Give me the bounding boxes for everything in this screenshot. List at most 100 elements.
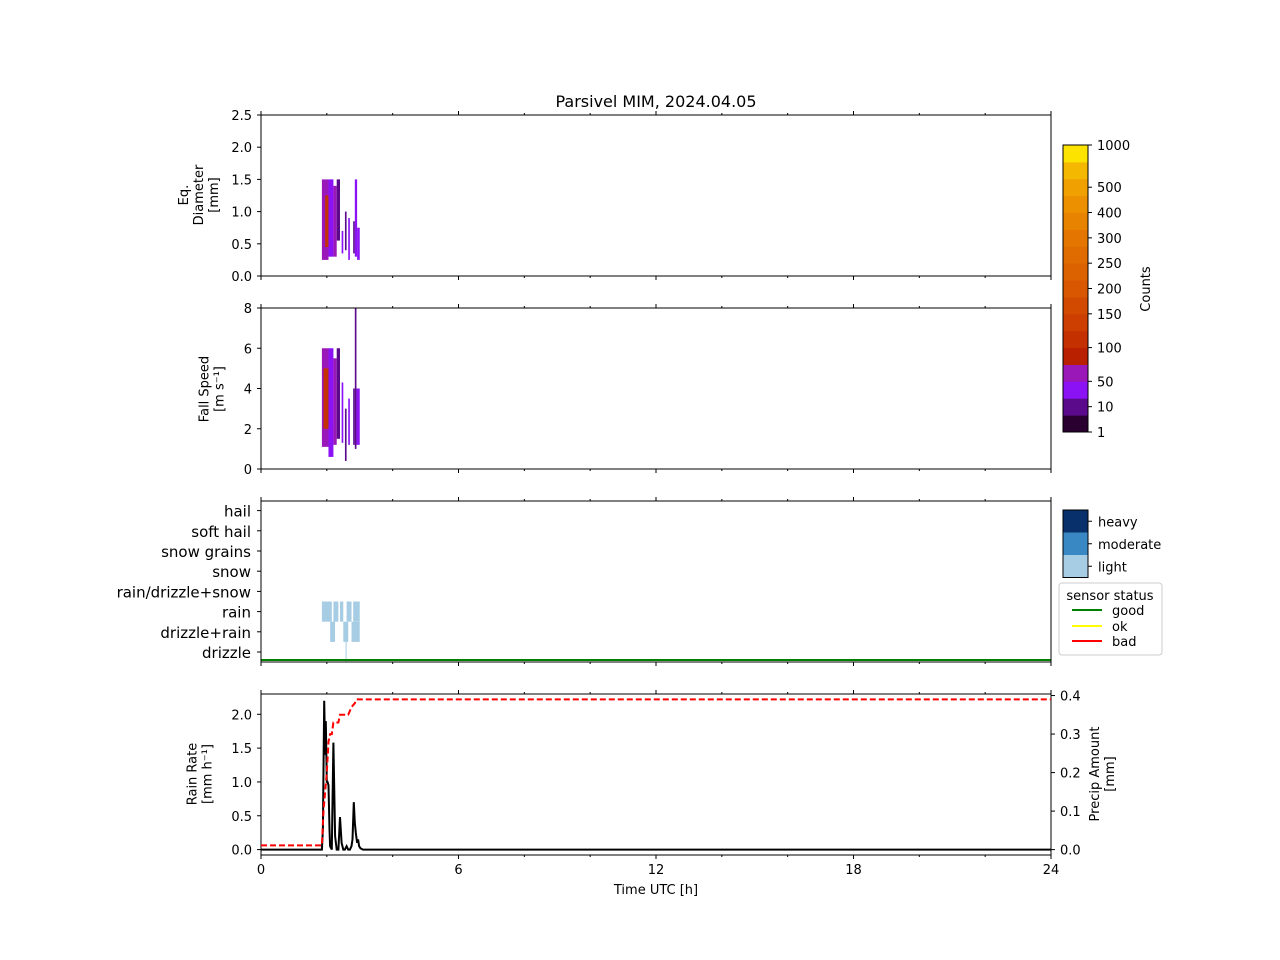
x-tick-label: 18 [845,863,862,878]
diameter-heatmap-cell [325,195,329,248]
rain-y-label: Rain Rate[mm h⁻¹] [186,743,216,806]
rain-y-tick-label: 0.0 [231,844,252,859]
weather-cell [346,601,352,622]
rain-y-tick-label: 1.0 [231,776,252,791]
fallspeed-heatmap-cell [353,388,355,445]
intensity-colorbar-tick-label: light [1098,560,1127,575]
rain-y2-tick-label: 0.1 [1060,805,1081,820]
counts-colorbar-tick-label: 100 [1097,342,1122,357]
diameter-heatmap-cell [328,179,334,257]
diameter-heatmap-cell [348,218,350,260]
diameter-heatmap-cell [354,179,358,257]
counts-colorbar-tick-label: 250 [1097,257,1122,272]
counts-colorbar-segment [1063,145,1088,163]
weather-cell [343,621,349,642]
figure-title: Parsivel MIM, 2024.04.05 [555,92,756,111]
counts-colorbar-segment [1063,313,1088,332]
counts-colorbar-tick-label: 200 [1097,283,1122,298]
rain-y-tick-label: 0.5 [231,810,252,825]
intensity-colorbar-tick-label: moderate [1098,538,1161,553]
panels: 0.00.51.01.52.02.502468Eq.Diameter[mm]Fa… [117,109,1118,878]
weather-cell [333,601,339,622]
weather-category-label: snow grains [161,543,251,561]
diameter-y-tick-label: 1.0 [231,206,252,221]
weather-cell [330,621,336,642]
sensor-status-legend: sensor status good ok bad [1058,582,1163,656]
fallspeed-y-label: Fall Speed[m s⁻¹] [198,356,228,422]
diameter-heatmap-cell [357,227,360,260]
counts-colorbar-segment [1063,161,1088,180]
intensity-colorbar: light moderate heavy [1062,509,1161,578]
counts-colorbar-tick-label: 300 [1097,232,1122,247]
counts-colorbar-segment [1063,398,1088,416]
fallspeed-heatmap-cell [333,358,337,445]
precip_amount-line [261,698,1051,847]
diameter-heatmap-cell [344,211,347,251]
weather-category-label: drizzle+rain [160,624,251,642]
counts-colorbar-tick-label: 50 [1097,375,1114,390]
rain_rate-line [261,700,1051,851]
counts-colorbar-segment [1063,229,1088,247]
counts-colorbar-segment [1063,212,1088,230]
weather-category-label: soft hail [191,523,251,541]
fallspeed-heatmap-cell [328,348,334,457]
legend-frame [1058,582,1163,656]
counts-colorbar-segment [1063,280,1088,298]
diameter-y-tick-label: 0.5 [231,238,252,253]
x-tick-label: 24 [1043,863,1060,878]
fallspeed-y-tick-label: 8 [244,302,252,317]
fallspeed-heatmap-cell [354,308,357,449]
counts-colorbar-tick-label: 1 [1097,426,1105,441]
counts-colorbar-tick-label: 10 [1097,401,1114,416]
counts-colorbar-segment [1063,415,1088,433]
counts-colorbar-segment [1063,381,1088,399]
weather-category-label: hail [224,503,251,521]
weather-cell [345,641,347,663]
fallspeed-heatmap-cell [341,382,344,443]
diameter-y-tick-label: 2.5 [231,109,252,124]
fallspeed-y-tick-label: 0 [244,463,252,478]
counts-colorbar-label: Counts [1139,266,1154,312]
diameter-y-tick-label: 1.5 [231,173,252,188]
counts-colorbar-segment [1063,296,1088,315]
counts-colorbar-segment [1063,178,1088,197]
weather-category-label: rain/drizzle+snow [117,583,251,601]
fallspeed-y-tick-label: 4 [244,383,252,398]
diameter-heatmap-cell [336,179,340,241]
counts-colorbar-segment [1063,330,1088,349]
counts-colorbar-tick-label: 400 [1097,207,1122,222]
counts-colorbar-segment [1063,195,1088,214]
rain-y2-tick-label: 0.4 [1060,690,1081,705]
counts-colorbar-segment [1063,246,1088,264]
legend-ok-label: ok [1112,620,1128,635]
weather-cell [351,621,360,642]
diameter-heatmap-cell [341,230,344,254]
rain-y-tick-label: 2.0 [231,708,252,723]
x-tick-label: 12 [648,863,665,878]
weather-category-label: snow [212,563,251,581]
weather-category-label: drizzle [202,644,251,662]
legend-title: sensor status [1066,589,1153,604]
counts-colorbar-tick-label: 150 [1097,308,1122,323]
rain-y2-tick-label: 0.2 [1060,767,1081,782]
diameter-y-tick-label: 2.0 [231,141,252,156]
legend-bad-label: bad [1112,635,1136,650]
x-axis-label: Time UTC [h] [613,883,698,898]
intensity-colorbar-segment [1063,555,1088,578]
rain-y-tick-label: 1.5 [231,742,252,757]
counts-colorbar-segment [1063,263,1088,281]
counts-colorbar-tick-label: 1000 [1097,139,1130,154]
fallspeed-y-tick-label: 2 [244,423,252,438]
legend-good-label: good [1112,604,1144,619]
rain-y2-tick-label: 0.0 [1060,844,1081,859]
weather-cell [340,601,344,622]
x-tick-label: 0 [257,863,265,878]
fallspeed-heatmap-cell [323,368,329,429]
weather-cell [353,601,360,622]
fallspeed-y-tick-label: 6 [244,342,252,357]
weather-cell [321,601,332,622]
intensity-colorbar-tick-label: heavy [1098,515,1138,530]
counts-colorbar-tick-label: 500 [1097,181,1122,196]
counts-colorbar: 1 10 50 100 150 200 250 300 400 500 1000 [1062,139,1130,441]
diameter-y-tick-label: 0.0 [231,270,252,285]
